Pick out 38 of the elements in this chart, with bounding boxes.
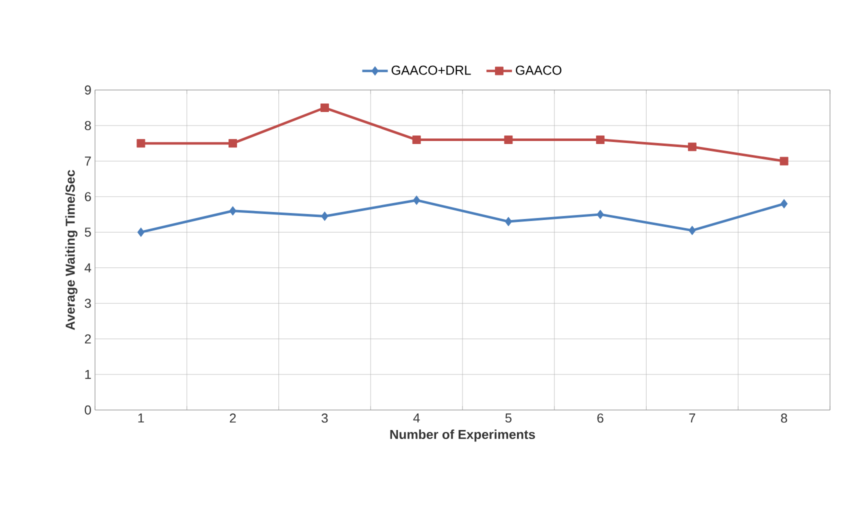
point [596,136,605,144]
point [229,206,236,216]
point [504,216,512,226]
y-tick-label: 9 [84,85,91,95]
x-tick-label: 4 [413,414,420,422]
point [596,210,604,220]
point [412,195,420,205]
point [228,139,238,148]
x-tick-label: 6 [597,414,604,423]
y-tick-label: 7 [84,156,91,166]
legend-label: GAACO+DRL [392,66,471,75]
y-tick-label: 6 [84,192,91,202]
point [136,139,146,148]
legend-label: GAACO [516,66,562,75]
point [137,227,145,237]
point [780,156,788,166]
y-tick-label: 0 [84,405,91,415]
x-tick-label: 3 [322,414,328,423]
x-tick-label: 8 [781,414,788,423]
y-tick-label: 4 [84,263,92,272]
x-tick-label: 7 [689,414,696,422]
point [780,199,788,209]
point [688,142,696,152]
point [688,226,696,236]
x-tick-label: 5 [505,414,512,423]
y-tick-label: 3 [84,298,91,308]
point [320,104,329,112]
y-tick-label: 8 [84,120,91,130]
x-axis-title: Number of Experiments [390,430,535,442]
x-tick-label: 2 [230,414,236,423]
y-tick-label: 2 [84,334,91,344]
y-axis-title: Average Waiting Time/Sec [65,170,78,330]
point [321,211,328,221]
x-tick-label: 1 [138,414,144,422]
y-tick-label: 5 [84,228,91,237]
point [504,136,513,144]
point [412,136,421,144]
y-tick-label: 1 [85,370,91,379]
